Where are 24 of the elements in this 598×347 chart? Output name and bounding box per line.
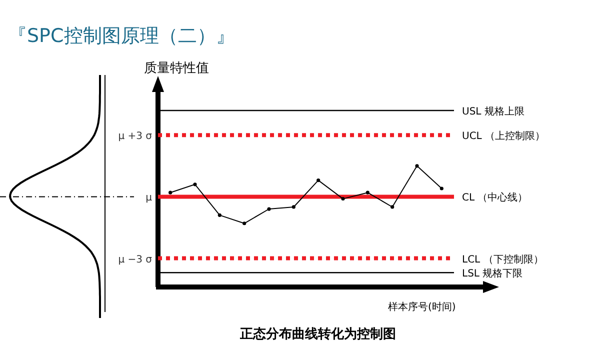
y-tick-label: μ: [146, 192, 153, 204]
ref-line-label: USL 规格上限: [462, 106, 524, 118]
point: [316, 178, 320, 182]
point: [390, 205, 394, 209]
y-axis-title: 质量特性值: [144, 61, 209, 76]
point: [218, 213, 222, 217]
point: [415, 164, 419, 168]
x-axis-title: 样本序号(时间): [388, 301, 456, 313]
ref-line-label: LSL 规格下限: [462, 268, 523, 280]
ref-line-label: UCL （上控制限）: [462, 130, 546, 142]
y-tick-label: μ −3 σ: [118, 254, 153, 266]
point: [168, 190, 172, 194]
ref-line-label: LCL （下控制限）: [462, 253, 544, 266]
point: [341, 196, 345, 201]
point: [193, 182, 197, 186]
point: [366, 190, 370, 194]
text: 正态分布曲线转化为控制图: [239, 326, 396, 342]
ref-line-label: CL （中心线）: [462, 192, 528, 204]
point: [440, 186, 444, 190]
point: [292, 205, 296, 209]
y-tick-label: μ +3 σ: [118, 131, 153, 142]
point: [267, 207, 271, 211]
chart-title: 『SPC控制图原理（二）』: [8, 25, 235, 47]
point: [242, 222, 246, 226]
